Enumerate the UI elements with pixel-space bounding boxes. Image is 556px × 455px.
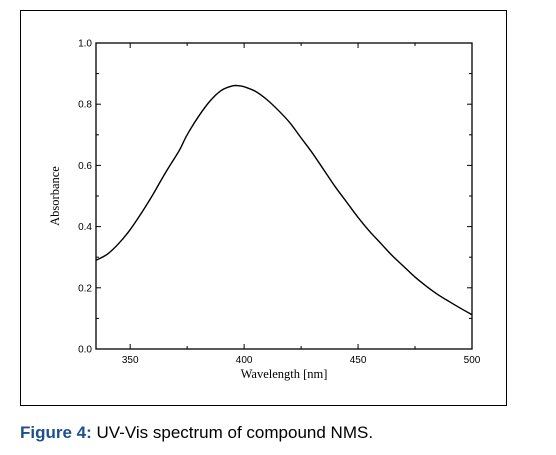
y-tick-label: 1.0	[78, 39, 92, 50]
figure-frame: 350 400 450 500 0.0 0.2 0.4 0.6 0.8 1.0 Wavelength…	[20, 10, 507, 406]
y-tick-label: 0.2	[78, 283, 92, 294]
y-tick-label: 0.4	[78, 222, 92, 233]
x-tick-label: 500	[464, 355, 481, 366]
series-line-0	[96, 85, 472, 314]
x-tick-label: 450	[350, 355, 367, 366]
uv-vis-chart: 350 400 450 500 0.0 0.2 0.4 0.6 0.8 1.0 Wavelength…	[21, 11, 506, 405]
y-tick-label: 0.0	[78, 345, 92, 356]
x-tick-label: 400	[236, 355, 253, 366]
x-axis-title: Wavelength [nm]	[241, 367, 328, 381]
y-tick-label: 0.8	[78, 100, 92, 111]
caption-label: Figure 4:	[20, 423, 92, 442]
y-tick-label: 0.6	[78, 161, 92, 172]
caption-text: UV-Vis spectrum of compound NMS.	[92, 423, 373, 442]
x-tick-label: 350	[122, 355, 139, 366]
y-axis-title: Absorbance	[48, 166, 62, 226]
figure-caption: Figure 4: UV-Vis spectrum of compound NM…	[20, 423, 373, 443]
